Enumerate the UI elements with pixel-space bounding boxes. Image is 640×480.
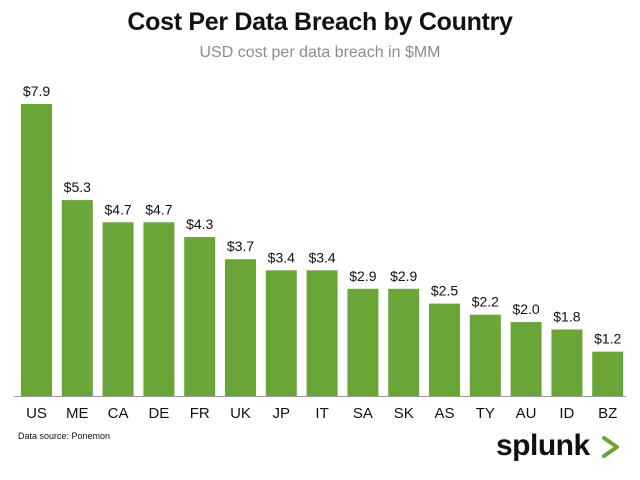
data-label: $5.3 (64, 179, 91, 195)
x-tick-label: SA (353, 405, 373, 422)
data-label: $4.7 (104, 201, 131, 217)
x-tick-label: ID (559, 405, 574, 422)
x-tick-label: BZ (598, 405, 617, 422)
data-label: $7.9 (23, 83, 50, 99)
data-label: $1.2 (594, 331, 621, 347)
x-tick-label: CA (108, 405, 129, 422)
x-tick-label: SK (394, 405, 414, 422)
data-source-note: Data source: Ponemon (18, 431, 111, 441)
data-label: $2.0 (512, 301, 539, 317)
data-label: $4.3 (186, 216, 213, 232)
chart-title: Cost Per Data Breach by Country (127, 8, 513, 36)
data-label: $2.5 (431, 283, 458, 299)
chart-subtitle: USD cost per data breach in $MM (199, 44, 441, 61)
bar-ty (469, 314, 501, 396)
bar-uk (225, 259, 256, 396)
bar-ca (102, 222, 134, 396)
x-tick-label: AS (434, 405, 454, 422)
bar-us (21, 104, 52, 396)
x-tick-label: DE (148, 405, 169, 422)
x-tick-label: IT (315, 405, 328, 422)
data-label: $2.2 (472, 294, 499, 310)
chevron-right-icon (602, 436, 619, 458)
x-tick-label: UK (230, 405, 251, 422)
x-tick-label: TY (476, 405, 495, 422)
data-label: $4.7 (145, 201, 172, 217)
x-tick-label: AU (516, 405, 537, 422)
data-label: $3.7 (227, 238, 254, 254)
data-label: $3.4 (268, 249, 295, 265)
data-label: $3.4 (308, 249, 335, 265)
bar-id (551, 329, 583, 396)
bar-de (143, 222, 175, 396)
splunk-logo: splunk (496, 429, 590, 462)
data-label: $1.8 (553, 308, 580, 324)
bar-jp (265, 270, 297, 396)
x-tick-label: US (26, 405, 47, 422)
bar-fr (184, 237, 216, 396)
x-tick-label: JP (273, 405, 291, 422)
bar-sa (347, 288, 379, 396)
data-label: $2.9 (390, 268, 417, 284)
bar-it (306, 270, 338, 396)
x-tick-label: FR (190, 405, 210, 422)
x-tick-label: ME (66, 405, 89, 422)
bar-me (61, 200, 93, 396)
bar-as (429, 303, 460, 396)
bar-bz (592, 351, 624, 396)
bar-au (510, 322, 542, 396)
bar-sk (388, 288, 420, 396)
data-label: $2.9 (349, 268, 376, 284)
